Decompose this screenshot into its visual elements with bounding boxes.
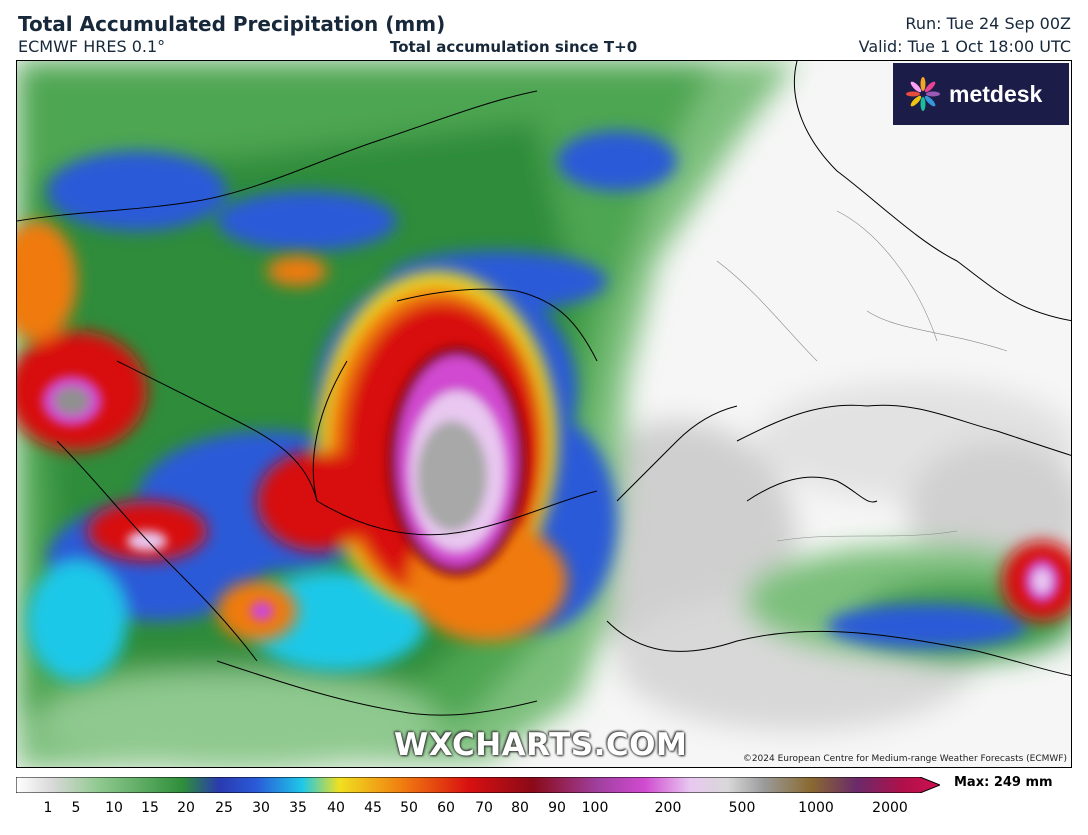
valid-time: Valid: Tue 1 Oct 18:00 UTC: [858, 37, 1071, 56]
colorbar-tick-label: 1000: [798, 800, 834, 816]
precipitation-map: metdesk WXCHARTS.COM ©2024 European Cent…: [16, 60, 1072, 768]
metdesk-flower-icon: [906, 77, 940, 111]
colorbar-tick-label: 100: [581, 800, 609, 816]
colorbar-tick-label: 50: [400, 800, 418, 816]
colorbar-tick-label: 15: [141, 800, 159, 816]
model-label: ECMWF HRES 0.1°: [18, 37, 166, 56]
colorbar-tick-label: 30: [252, 800, 270, 816]
colorbar: [16, 777, 940, 793]
chart-subtitle: Total accumulation since T+0: [390, 38, 638, 56]
colorbar-tick-label: 45: [364, 800, 382, 816]
chart-title: Total Accumulated Precipitation (mm): [18, 12, 446, 36]
extreme-precip-core: [42, 346, 1060, 621]
colorbar-tick-label: 70: [475, 800, 493, 816]
copyright-notice: ©2024 European Centre for Medium-range W…: [742, 754, 1067, 764]
colorbar-tick-label: 500: [728, 800, 756, 816]
colorbar-tick-label: 2000: [872, 800, 908, 816]
colorbar-tick-label: 200: [654, 800, 682, 816]
metdesk-logo: metdesk: [893, 63, 1069, 125]
region-borders: [716, 210, 1008, 542]
colorbar-tick-label: 60: [437, 800, 455, 816]
map-canvas: [17, 61, 1071, 767]
colorbar-tick-label: 20: [177, 800, 195, 816]
colorbar-tick-label: 10: [105, 800, 123, 816]
max-value: Max: 249 mm: [954, 775, 1053, 790]
country-borders: [17, 61, 1071, 716]
colorbar-tick-label: 35: [289, 800, 307, 816]
colorbar-ticks: 1 5 10 15 20 25 30 35 40 45 50 60 70 80 90 100 200 500 100…: [16, 800, 940, 820]
run-time: Run: Tue 24 Sep 00Z: [905, 14, 1071, 33]
colorbar-tick-label: 40: [327, 800, 345, 816]
colorbar-tick-label: 5: [71, 800, 81, 816]
colorbar-tick-label: 90: [548, 800, 566, 816]
colorbar-tick-label: 25: [215, 800, 233, 816]
colorbar-gradient: [16, 777, 940, 793]
colorbar-tick-label: 80: [511, 800, 529, 816]
colorbar-tick-label: 1: [43, 800, 53, 816]
logo-text: metdesk: [949, 80, 1043, 107]
watermark: WXCHARTS.COM: [394, 727, 688, 763]
